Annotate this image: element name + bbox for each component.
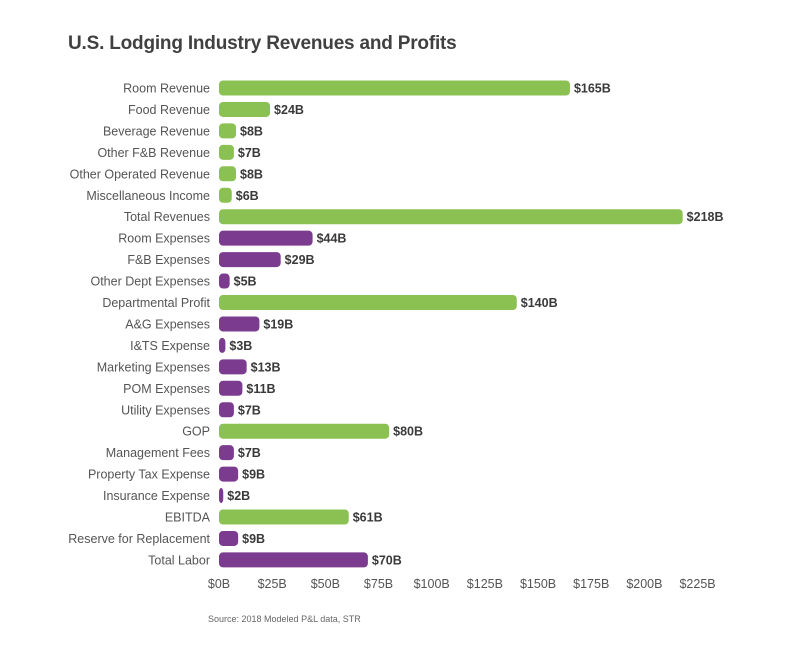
category-label-food-revenue: Food Revenue bbox=[128, 103, 210, 117]
x-tick-label: $150B bbox=[520, 577, 556, 591]
bar-pom-expenses bbox=[219, 380, 243, 396]
value-label-other-operated-revenue: $8B bbox=[240, 167, 263, 181]
bar-iandts-expense bbox=[219, 337, 226, 353]
category-label-property-tax-expense: Property Tax Expense bbox=[88, 468, 210, 482]
category-label-departmental-profit: Departmental Profit bbox=[102, 296, 210, 310]
value-label-pom-expenses: $11B bbox=[246, 382, 275, 396]
value-label-total-labor: $70B bbox=[372, 553, 402, 567]
bar-beverage-revenue bbox=[219, 123, 237, 139]
category-label-pom-expenses: POM Expenses bbox=[123, 382, 210, 396]
bar-gop bbox=[219, 423, 390, 439]
category-label-room-expenses: Room Expenses bbox=[118, 232, 210, 246]
category-labels: Room Revenue Food Revenue Beverage Revenue… bbox=[68, 82, 210, 568]
value-label-beverage-revenue: $8B bbox=[240, 124, 263, 138]
category-label-management-fees: Management Fees bbox=[106, 446, 210, 460]
bar-miscellaneous-income bbox=[219, 187, 232, 203]
x-axis-ticks: $0B $25B $50B $75B $100B $125B $150B $175B $200B… bbox=[208, 577, 716, 591]
category-label-other-operated-revenue: Other Operated Revenue bbox=[70, 167, 210, 181]
value-label-gop: $80B bbox=[393, 425, 423, 439]
x-tick-label: $0B bbox=[208, 577, 230, 591]
bar-other-dept-expenses bbox=[219, 273, 230, 289]
category-label-reserve-for-replacement: Reserve for Replacement bbox=[68, 532, 210, 546]
x-tick-label: $175B bbox=[573, 577, 609, 591]
bar-total-revenues bbox=[219, 209, 683, 225]
bar-departmental-profit bbox=[219, 295, 517, 310]
bar-fandb-expenses bbox=[219, 252, 281, 268]
value-label-aandg-expenses: $19B bbox=[263, 317, 293, 331]
bar-other-fandb-revenue bbox=[219, 144, 234, 160]
value-label-room-revenue: $165B bbox=[574, 82, 611, 96]
category-label-iandts-expense: I&TS Expense bbox=[130, 339, 210, 353]
bar-total-labor bbox=[219, 552, 368, 568]
value-label-ebitda: $61B bbox=[353, 511, 383, 525]
bar-reserve-for-replacement bbox=[219, 530, 239, 546]
bar-utility-expenses bbox=[219, 402, 234, 418]
category-label-insurance-expense: Insurance Expense bbox=[103, 489, 210, 503]
bars bbox=[219, 80, 683, 568]
value-label-departmental-profit: $140B bbox=[521, 296, 558, 310]
value-label-fandb-expenses: $29B bbox=[285, 253, 315, 267]
bar-insurance-expense bbox=[219, 488, 224, 504]
value-label-other-dept-expenses: $5B bbox=[234, 275, 257, 289]
category-label-ebitda: EBITDA bbox=[165, 511, 211, 525]
bar-aandg-expenses bbox=[219, 316, 260, 332]
category-label-utility-expenses: Utility Expenses bbox=[121, 403, 210, 417]
bar-food-revenue bbox=[219, 101, 271, 117]
category-label-room-revenue: Room Revenue bbox=[123, 82, 210, 96]
category-label-total-revenues: Total Revenues bbox=[124, 210, 210, 224]
category-label-other-fandb-revenue: Other F&B Revenue bbox=[97, 146, 210, 160]
value-label-total-revenues: $218B bbox=[687, 210, 724, 224]
bar-room-expenses bbox=[219, 230, 313, 246]
x-tick-label: $25B bbox=[258, 577, 287, 591]
value-label-utility-expenses: $7B bbox=[238, 403, 261, 417]
x-tick-label: $125B bbox=[467, 577, 503, 591]
bar-management-fees bbox=[219, 445, 234, 461]
value-label-insurance-expense: $2B bbox=[227, 489, 250, 503]
value-label-iandts-expense: $3B bbox=[229, 339, 252, 353]
category-label-miscellaneous-income: Miscellaneous Income bbox=[86, 189, 210, 203]
bar-other-operated-revenue bbox=[219, 166, 237, 182]
value-label-marketing-expenses: $13B bbox=[251, 360, 281, 374]
value-label-property-tax-expense: $9B bbox=[242, 468, 265, 482]
bar-room-revenue bbox=[219, 80, 570, 96]
category-label-total-labor: Total Labor bbox=[148, 553, 210, 567]
x-tick-label: $200B bbox=[626, 577, 662, 591]
category-label-marketing-expenses: Marketing Expenses bbox=[97, 360, 210, 374]
category-label-fandb-expenses: F&B Expenses bbox=[127, 253, 210, 267]
x-tick-label: $225B bbox=[679, 577, 715, 591]
chart-title: U.S. Lodging Industry Revenues and Profi… bbox=[68, 33, 457, 54]
value-label-reserve-for-replacement: $9B bbox=[242, 532, 265, 546]
bar-marketing-expenses bbox=[219, 359, 247, 375]
x-tick-label: $75B bbox=[364, 577, 393, 591]
value-labels: $165B $24B $8B $7B $8B $6B $218B $44B$29B $5B $14… bbox=[227, 82, 723, 568]
x-tick-label: $100B bbox=[414, 577, 450, 591]
value-label-room-expenses: $44B bbox=[317, 232, 347, 246]
category-label-gop: GOP bbox=[182, 425, 210, 439]
value-label-food-revenue: $24B bbox=[274, 103, 304, 117]
value-label-miscellaneous-income: $6B bbox=[236, 189, 259, 203]
category-label-beverage-revenue: Beverage Revenue bbox=[103, 124, 210, 138]
bar-property-tax-expense bbox=[219, 466, 239, 482]
bar-ebitda bbox=[219, 509, 349, 525]
value-label-other-fandb-revenue: $7B bbox=[238, 146, 261, 160]
category-label-aandg-expenses: A&G Expenses bbox=[125, 317, 210, 331]
source-note: Source: 2018 Modeled P&L data, STR bbox=[208, 614, 361, 624]
x-tick-label: $50B bbox=[311, 577, 340, 591]
category-label-other-dept-expenses: Other Dept Expenses bbox=[90, 275, 210, 289]
value-label-management-fees: $7B bbox=[238, 446, 261, 460]
